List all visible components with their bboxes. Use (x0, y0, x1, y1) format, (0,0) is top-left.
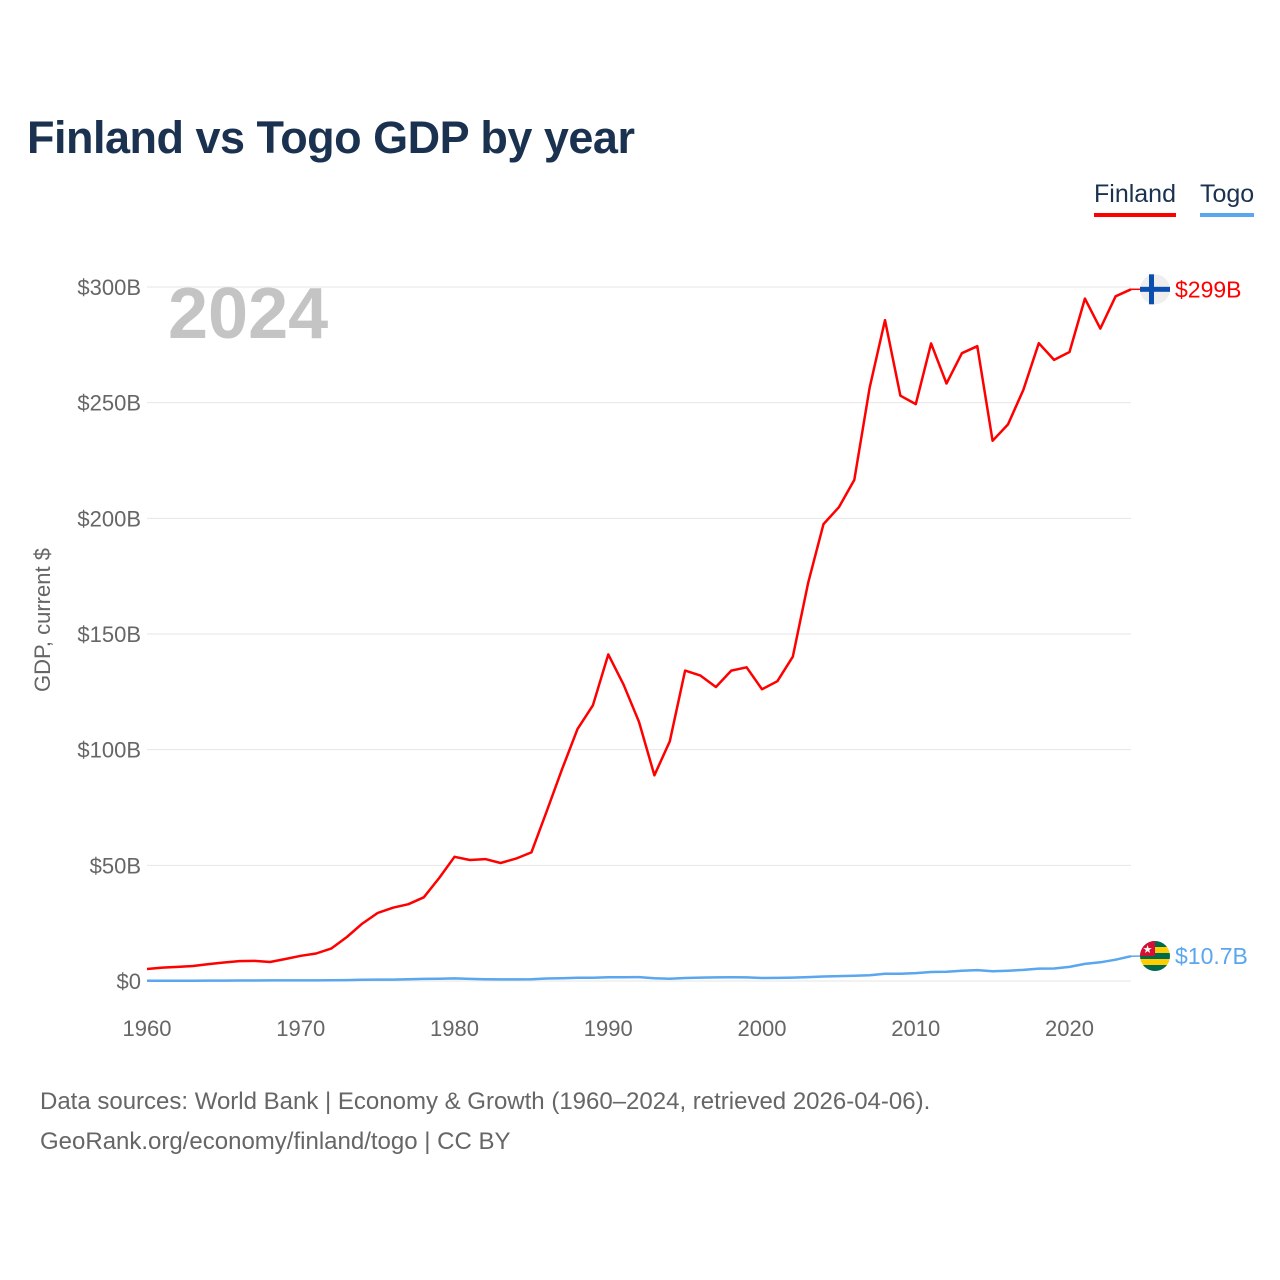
y-tick-label: $200B (77, 506, 141, 531)
legend-item-togo[interactable]: Togo (1200, 180, 1255, 217)
x-tick-label: 2020 (1045, 1016, 1094, 1041)
finland-flag-icon (1140, 274, 1170, 305)
chart-title: Finland vs Togo GDP by year (27, 112, 635, 163)
footer: Data sources: World Bank | Economy & Gro… (40, 1082, 930, 1162)
x-tick-label: 1980 (430, 1016, 479, 1041)
x-tick-label: 2000 (738, 1016, 787, 1041)
y-tick-label: $250B (77, 391, 141, 416)
x-tick-label: 2010 (891, 1016, 940, 1041)
end-value-label-finland: $299B (1175, 276, 1242, 302)
series-line-finland[interactable] (146, 288, 1132, 971)
y-axis-label: GDP, current $ (30, 548, 55, 692)
y-tick-label: $100B (77, 738, 141, 763)
end-value-label-togo: $10.7B (1175, 943, 1248, 969)
svg-text:★: ★ (1143, 944, 1153, 956)
togo-flag-icon: ★ (1140, 941, 1170, 971)
y-tick-label: $300B (77, 275, 141, 300)
x-tick-label: 1970 (276, 1016, 325, 1041)
x-tick-label: 1990 (584, 1016, 633, 1041)
year-label: 2024 (168, 274, 328, 354)
legend-item-finland[interactable]: Finland (1094, 180, 1176, 217)
footer-sources: Data sources: World Bank | Economy & Gro… (40, 1088, 931, 1115)
y-tick-label: $150B (77, 622, 141, 647)
x-tick-label: 1960 (123, 1016, 172, 1041)
y-tick-label: $50B (90, 853, 141, 878)
y-tick-label: $0 (117, 969, 141, 994)
footer-attribution[interactable]: GeoRank.org/economy/finland/togo | CC BY (40, 1128, 511, 1155)
